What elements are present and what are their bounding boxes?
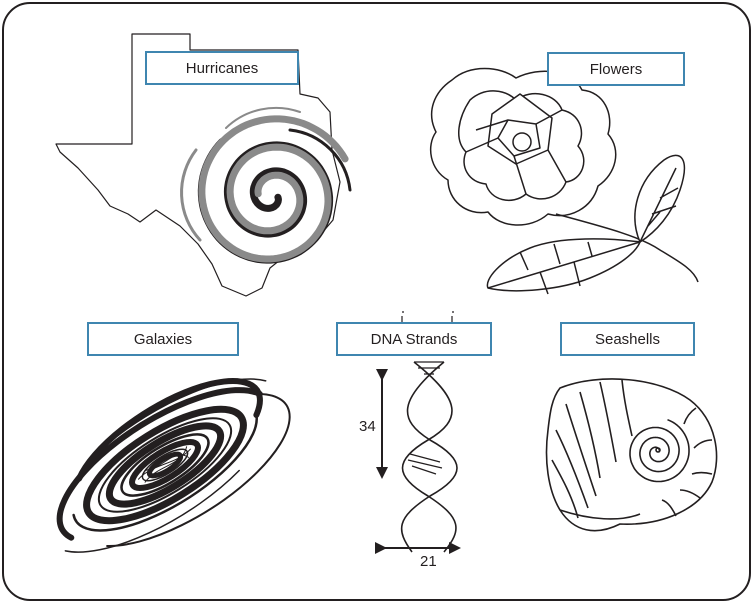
label-hurricanes: Hurricanes xyxy=(145,51,299,85)
dna-helix-icon xyxy=(375,311,461,554)
label-flowers: Flowers xyxy=(547,52,685,86)
dna-width-measure: 21 xyxy=(420,553,437,570)
label-seashells: Seashells xyxy=(560,322,695,356)
label-galaxies: Galaxies xyxy=(87,322,239,356)
dna-height-measure: 34 xyxy=(359,418,376,435)
hurricane-icon xyxy=(180,106,352,264)
texas-map-icon xyxy=(55,33,341,297)
galaxy-icon xyxy=(56,378,291,553)
label-dna-strands: DNA Strands xyxy=(336,322,492,356)
seashell-icon xyxy=(545,378,718,532)
flower-icon xyxy=(429,67,699,295)
